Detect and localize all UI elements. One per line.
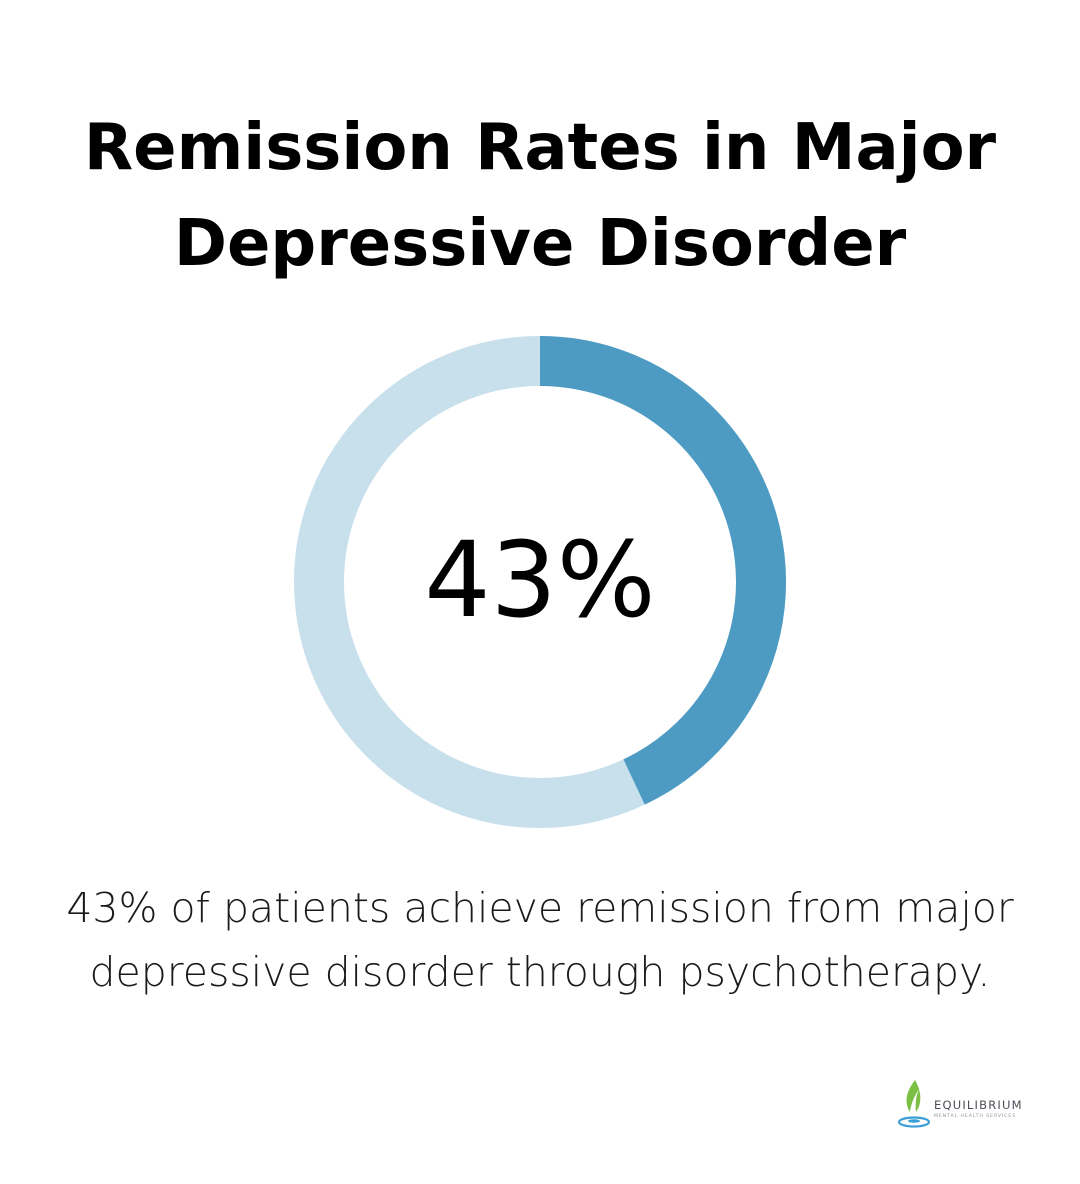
logo-subtitle: MENTAL HEALTH SERVICES <box>934 1114 1017 1119</box>
center-value-label: 43% <box>424 519 656 641</box>
equilibrium-logo: EQUILIBRIUM MENTAL HEALTH SERVICES <box>896 1078 1036 1130</box>
page-title: Remission Rates in Major Depressive Diso… <box>83 111 997 281</box>
donut-value-slice <box>539 336 786 805</box>
logo-name: EQUILIBRIUM <box>934 1098 1023 1112</box>
donut-chart <box>294 336 786 828</box>
leaf-drop-icon <box>897 1080 931 1128</box>
chart-caption: 43% of patients achieve remission from m… <box>66 884 1014 996</box>
